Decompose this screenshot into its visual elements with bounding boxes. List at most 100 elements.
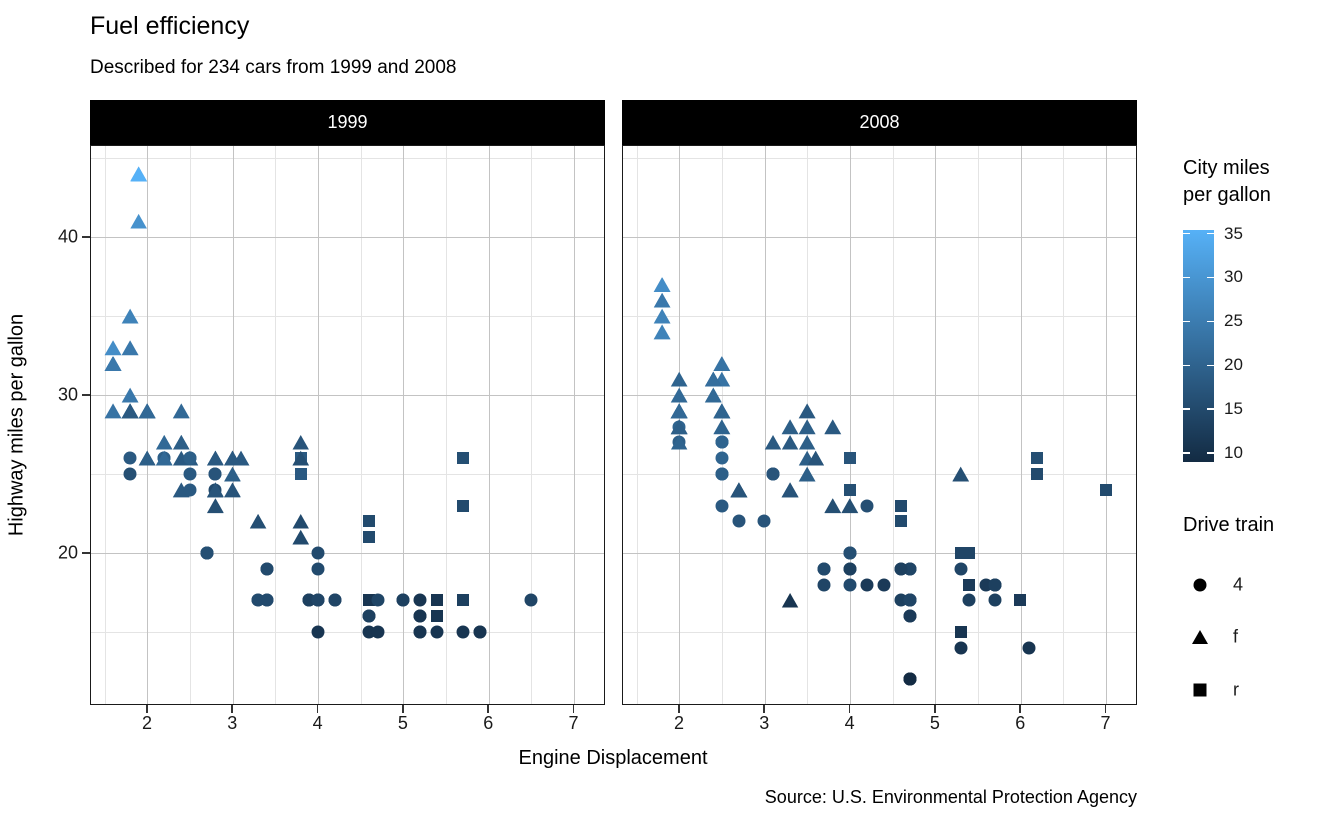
data-point [362,531,375,544]
colorbar-gradient [1183,230,1214,462]
gridline-minor-y [623,158,1136,160]
data-point [824,498,842,514]
gridline-major-x [574,146,576,704]
data-point [456,594,469,607]
data-point [362,515,375,528]
data-point [713,356,731,371]
data-point [104,356,122,371]
gridline-minor-x [978,146,980,704]
data-point [781,592,799,608]
data-point [311,625,325,639]
gridline-minor-x [360,146,362,704]
data-point [292,529,310,545]
gridline-major-x [488,146,490,704]
data-point [200,546,214,560]
y-axis-title: Highway miles per gallon [5,313,28,537]
colorbar-tick-label: 35 [1224,223,1243,243]
x-tick-label: 6 [483,713,494,733]
data-point [311,593,325,607]
data-point [843,452,856,465]
gridline-minor-x [531,146,533,704]
data-point [963,547,976,560]
colorbar-tick [1207,232,1214,235]
colorbar-tick-label: 25 [1224,311,1243,331]
gridline-minor-y [623,474,1136,476]
data-point [781,419,799,435]
data-point [121,340,139,356]
data-point [877,578,891,592]
gridline-major-y [91,237,604,239]
shape-legend-item-label: 4 [1233,574,1244,595]
gridline-minor-y [623,632,1136,634]
data-point [104,403,122,419]
data-point [123,451,137,465]
gridline-major-y [91,553,604,555]
data-point [328,593,342,607]
gridline-minor-x [104,146,106,704]
data-point [824,419,842,435]
x-axis-tick [763,705,766,713]
data-point [130,166,148,182]
data-point [715,435,729,449]
data-point [781,434,799,450]
data-point [456,452,469,465]
data-point [456,499,469,512]
data-point [260,593,274,607]
data-point [473,625,487,639]
x-tick-label: 6 [1015,713,1026,733]
colorbar-tick-label: 15 [1224,399,1243,419]
gridline-minor-x [446,146,448,704]
data-point [670,371,688,387]
data-point [715,451,729,465]
colorbar-legend-title: City miles per gallon [1183,155,1271,209]
gridline-minor-x [190,146,192,704]
data-point [456,625,470,639]
data-point [860,578,874,592]
data-point [781,482,799,498]
colorbar-tick-label: 30 [1224,267,1243,287]
data-point [138,403,156,419]
data-point [653,292,671,308]
x-tick-label: 5 [397,713,408,733]
data-point [894,499,907,512]
y-axis-tick [82,552,90,554]
data-point [1031,468,1044,481]
facet-strip-1999: 1999 [90,100,605,145]
x-axis-tick [231,705,234,713]
y-axis-tick [82,394,90,396]
data-point [962,593,976,607]
data-point [954,641,968,655]
chart-caption: Source: U.S. Environmental Protection Ag… [764,787,1137,807]
facet-strip-label: 2008 [859,112,900,132]
data-point [843,562,857,576]
shape-legend-item-label: f [1233,626,1239,647]
data-point [413,609,427,623]
gridline-major-y [623,553,1136,555]
colorbar-tick [1183,276,1190,279]
gridline-major-y [91,395,604,397]
x-tick-label: 4 [312,713,323,733]
data-point [653,324,671,340]
gridline-major-x [232,146,234,704]
legend-glyph-triangle [1192,630,1208,644]
data-point [903,593,916,607]
data-point [183,451,197,465]
data-point [1014,594,1027,607]
data-point [431,610,444,623]
data-point [104,340,122,356]
data-point [963,578,976,591]
colorbar-legend-title-line: per gallon [1183,184,1271,206]
x-tick-label: 4 [844,713,855,733]
colorbar-tick [1183,452,1190,454]
x-tick-label: 3 [227,713,238,733]
data-point [954,626,967,639]
data-point [766,467,780,481]
data-point [903,672,916,686]
x-axis-tick [934,705,936,713]
colorbar-legend-title-line: City miles [1183,157,1270,179]
data-point [311,546,325,560]
x-tick-label: 7 [568,713,579,733]
data-point [155,434,173,450]
data-point [362,609,376,623]
gridline-major-y [623,395,1136,397]
